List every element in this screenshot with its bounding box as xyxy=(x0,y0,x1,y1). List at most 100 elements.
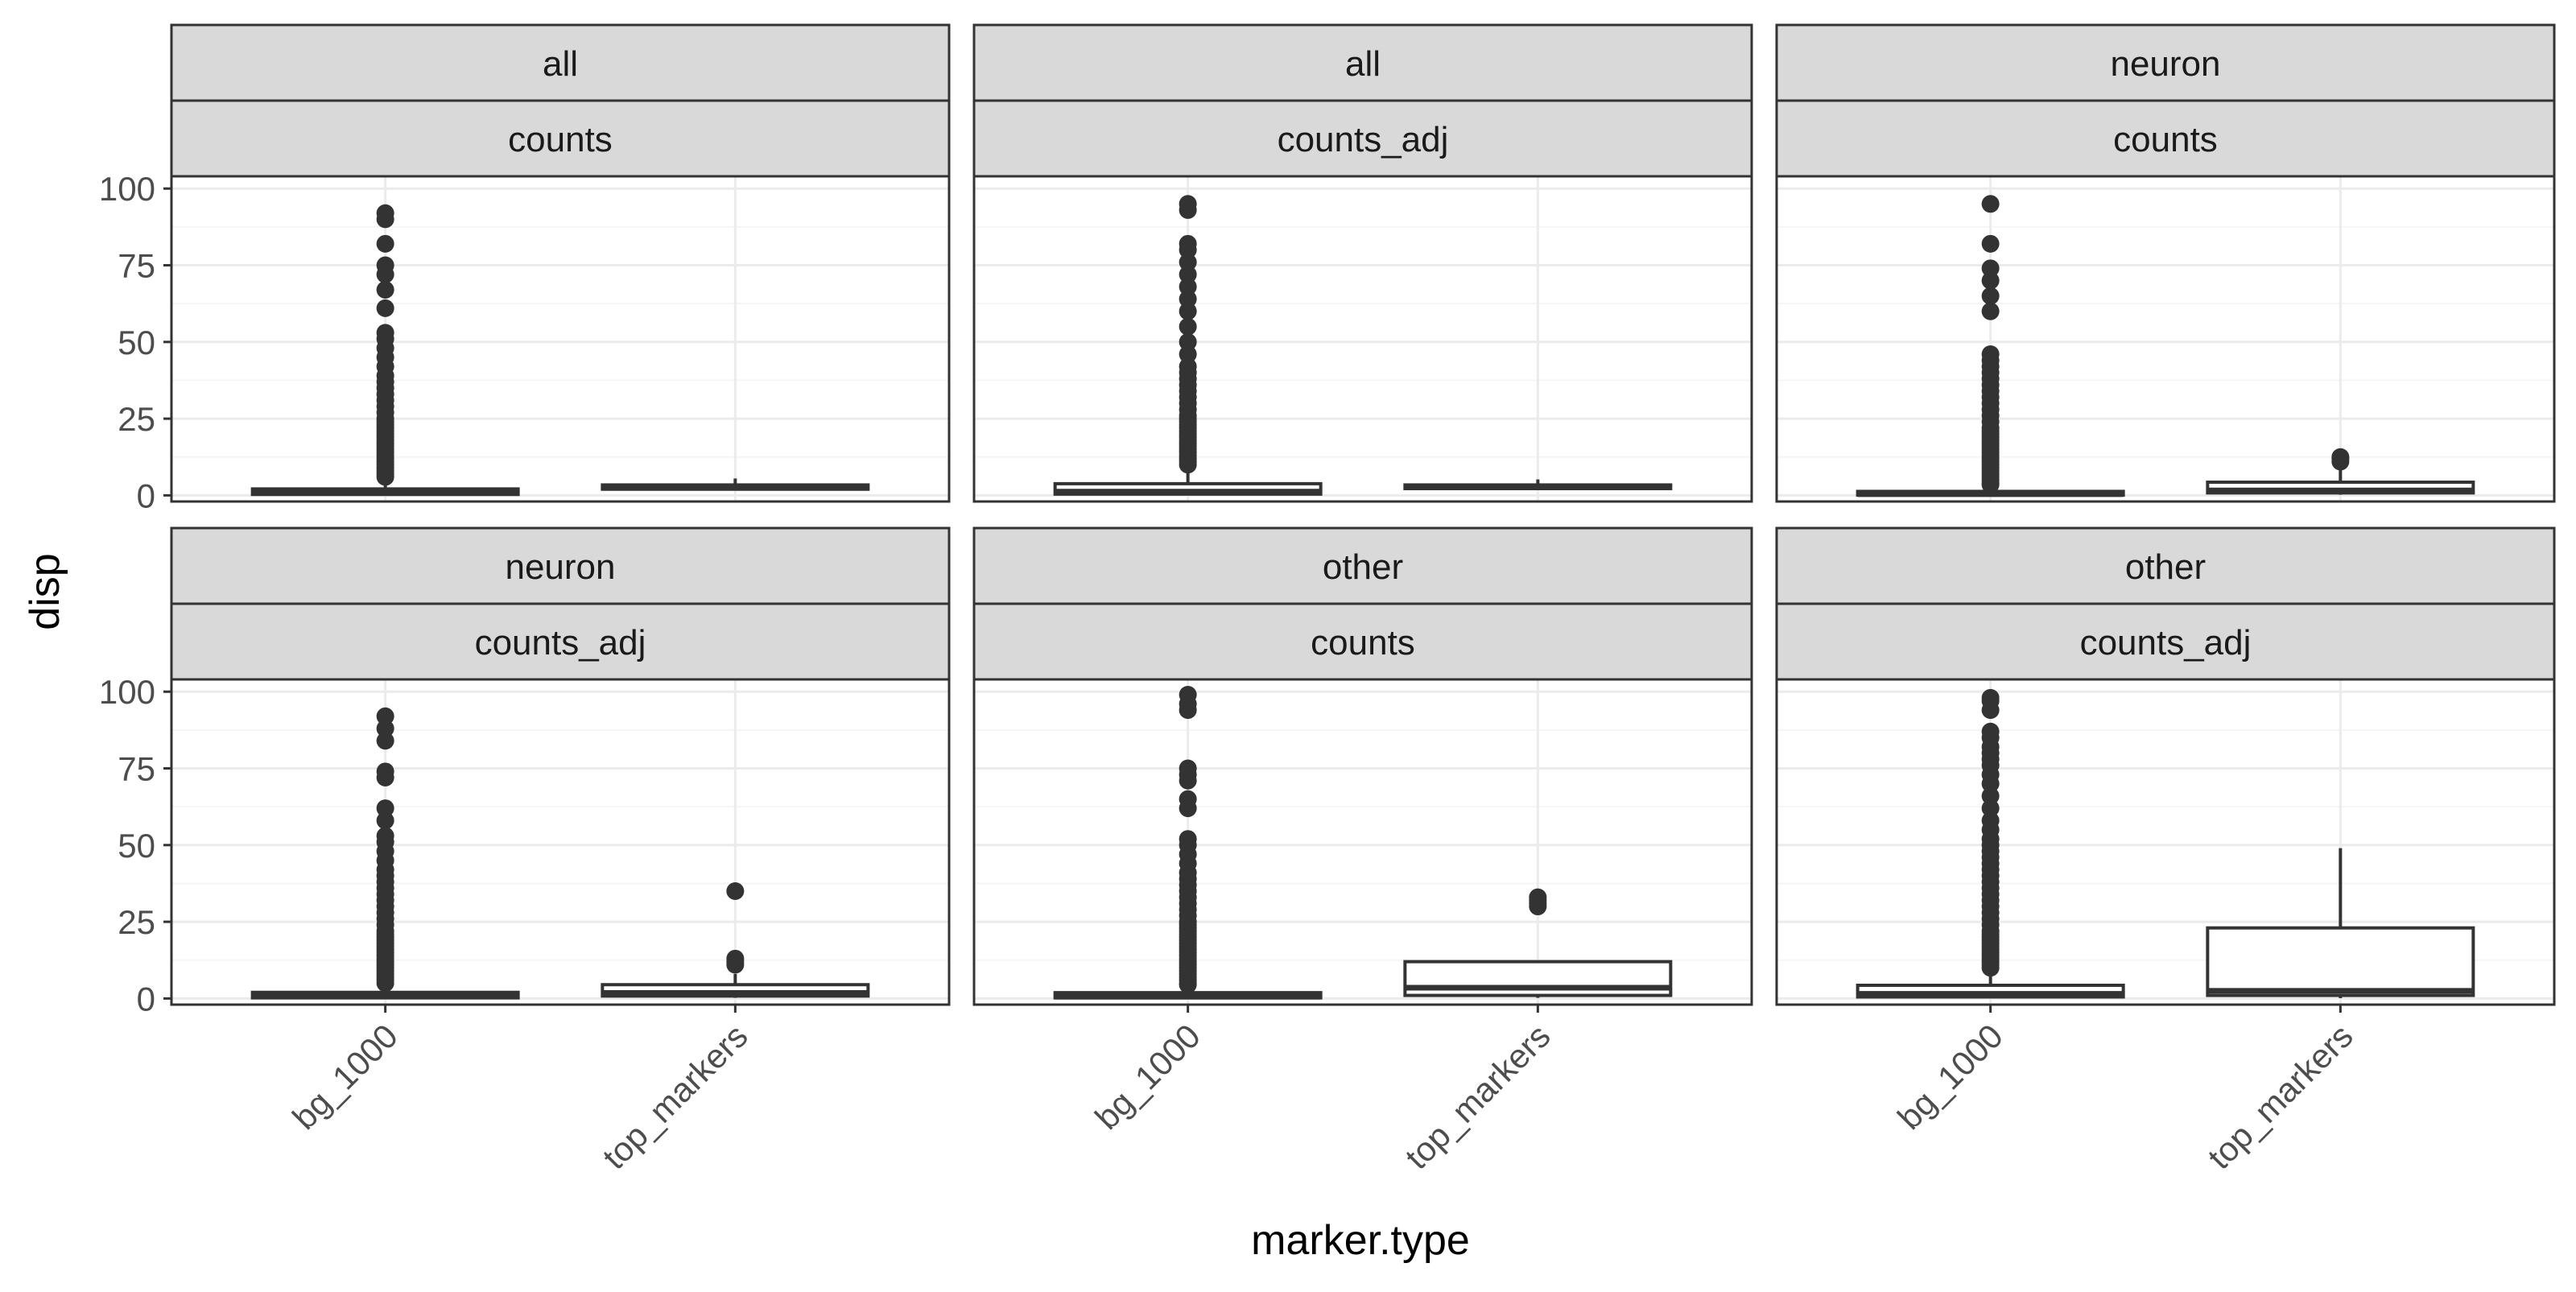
outlier-point xyxy=(376,204,394,222)
panel-border xyxy=(1775,678,2556,1006)
box-iqr xyxy=(2206,926,2475,997)
box-bg_1000 xyxy=(250,204,520,497)
outlier-point xyxy=(1981,302,2000,320)
strip-label-measure: counts xyxy=(2113,120,2218,159)
outlier-point xyxy=(1179,790,1197,808)
outlier-point xyxy=(376,827,394,845)
outlier-point xyxy=(1981,287,2000,305)
outlier-point xyxy=(1179,278,1197,296)
strip-label-measure: counts_adj xyxy=(475,623,646,663)
y-tick-label: 75 xyxy=(118,247,155,285)
strip-background xyxy=(972,99,1753,178)
outlier-point xyxy=(376,281,394,299)
outlier-point xyxy=(376,732,394,750)
box-bg_1000 xyxy=(250,707,520,1000)
y-tick-label: 0 xyxy=(137,477,155,514)
outlier-point xyxy=(726,949,745,968)
outlier-point xyxy=(1981,271,2000,290)
box-top_markers xyxy=(1403,479,1673,490)
x-tick-label: top_markers xyxy=(2200,1017,2359,1176)
outlier-point xyxy=(376,719,394,737)
strip-label-group: other xyxy=(1323,547,1403,587)
outlier-point xyxy=(1981,799,2000,818)
outlier-point xyxy=(1981,259,2000,278)
outlier-point xyxy=(376,707,394,725)
panel-border xyxy=(170,175,951,503)
box-bg_1000 xyxy=(1856,688,2125,999)
strip-label-measure: counts xyxy=(1311,623,1415,663)
outlier-point xyxy=(2331,448,2350,466)
box-top_markers xyxy=(2206,848,2475,998)
outlier-point xyxy=(1981,345,2000,364)
strip-background xyxy=(170,526,951,605)
panels-layer: allcounts0255075100allcounts_adjneuronco… xyxy=(99,23,2556,1176)
strip-background xyxy=(1775,99,2556,178)
y-tick-label: 50 xyxy=(118,827,155,865)
outlier-point xyxy=(1179,265,1197,283)
strip-background xyxy=(972,602,1753,681)
strip-background xyxy=(972,526,1753,605)
panel-border xyxy=(170,678,951,1006)
outlier-point xyxy=(1529,888,1547,906)
strip-label-measure: counts xyxy=(508,120,613,159)
outlier-point xyxy=(1981,786,2000,805)
outlier-point xyxy=(376,799,394,818)
strip-label-group: other xyxy=(2125,547,2206,587)
outlier-point xyxy=(1179,195,1197,213)
strip-background xyxy=(170,99,951,178)
facet-panel: other counts bg_1000 top_markers xyxy=(972,526,1753,1176)
outlier-point xyxy=(1179,345,1197,364)
x-tick-label: top_markers xyxy=(1397,1017,1557,1176)
outlier-point xyxy=(1179,759,1197,778)
outlier-point xyxy=(1179,357,1197,376)
panel-border xyxy=(972,678,1753,1006)
y-tick-label: 50 xyxy=(118,324,155,361)
box-top_markers xyxy=(2206,448,2475,495)
strip-background xyxy=(1775,526,2556,605)
panel-border xyxy=(1775,175,2556,503)
strip-background xyxy=(972,23,1753,102)
strip-background xyxy=(170,23,951,102)
x-axis-title: marker.type xyxy=(1251,1217,1470,1264)
outlier-point xyxy=(1179,332,1197,351)
outlier-point xyxy=(1981,722,2000,741)
strip-label-group: neuron xyxy=(2110,44,2220,84)
strip-label-measure: counts_adj xyxy=(1278,120,1449,159)
strip-label-group: neuron xyxy=(505,547,615,587)
panel-border xyxy=(972,175,1753,503)
outlier-point xyxy=(1179,302,1197,320)
x-tick-label: bg_1000 xyxy=(285,1017,405,1137)
y-tick-label: 0 xyxy=(137,980,155,1018)
facet-panel: all counts_adj xyxy=(972,23,1753,503)
y-tick-label: 100 xyxy=(99,170,155,208)
x-tick-label: bg_1000 xyxy=(1890,1017,2010,1137)
outlier-point xyxy=(376,762,394,781)
strip-background xyxy=(1775,602,2556,681)
outlier-point xyxy=(376,234,394,253)
strip-label-measure: counts_adj xyxy=(2080,623,2252,663)
facet-panel: all counts 0 25 50 75 100 xyxy=(99,23,951,514)
outlier-point xyxy=(1179,234,1197,253)
outlier-point xyxy=(376,299,394,317)
outlier-point xyxy=(1179,253,1197,271)
box-bg_1000 xyxy=(1053,686,1323,1000)
outlier-point xyxy=(1981,234,2000,253)
x-tick-label: bg_1000 xyxy=(1088,1017,1208,1137)
y-tick-label: 100 xyxy=(99,673,155,711)
outlier-point xyxy=(726,881,745,900)
outlier-point xyxy=(1179,686,1197,704)
box-bg_1000 xyxy=(1856,195,2125,497)
x-tick-label: top_markers xyxy=(595,1017,754,1176)
facet-panel: neuron counts_adj 0 25 50 75 100 bg_1000 top_mar… xyxy=(99,526,951,1176)
strip-label-group: all xyxy=(1345,44,1381,84)
strip-label-group: all xyxy=(543,44,578,84)
strip-background xyxy=(1775,23,2556,102)
outlier-point xyxy=(1179,830,1197,848)
outlier-point xyxy=(376,324,394,342)
y-tick-label: 25 xyxy=(118,903,155,941)
outlier-point xyxy=(1179,290,1197,308)
y-tick-label: 75 xyxy=(118,750,155,788)
y-tick-label: 25 xyxy=(118,400,155,438)
